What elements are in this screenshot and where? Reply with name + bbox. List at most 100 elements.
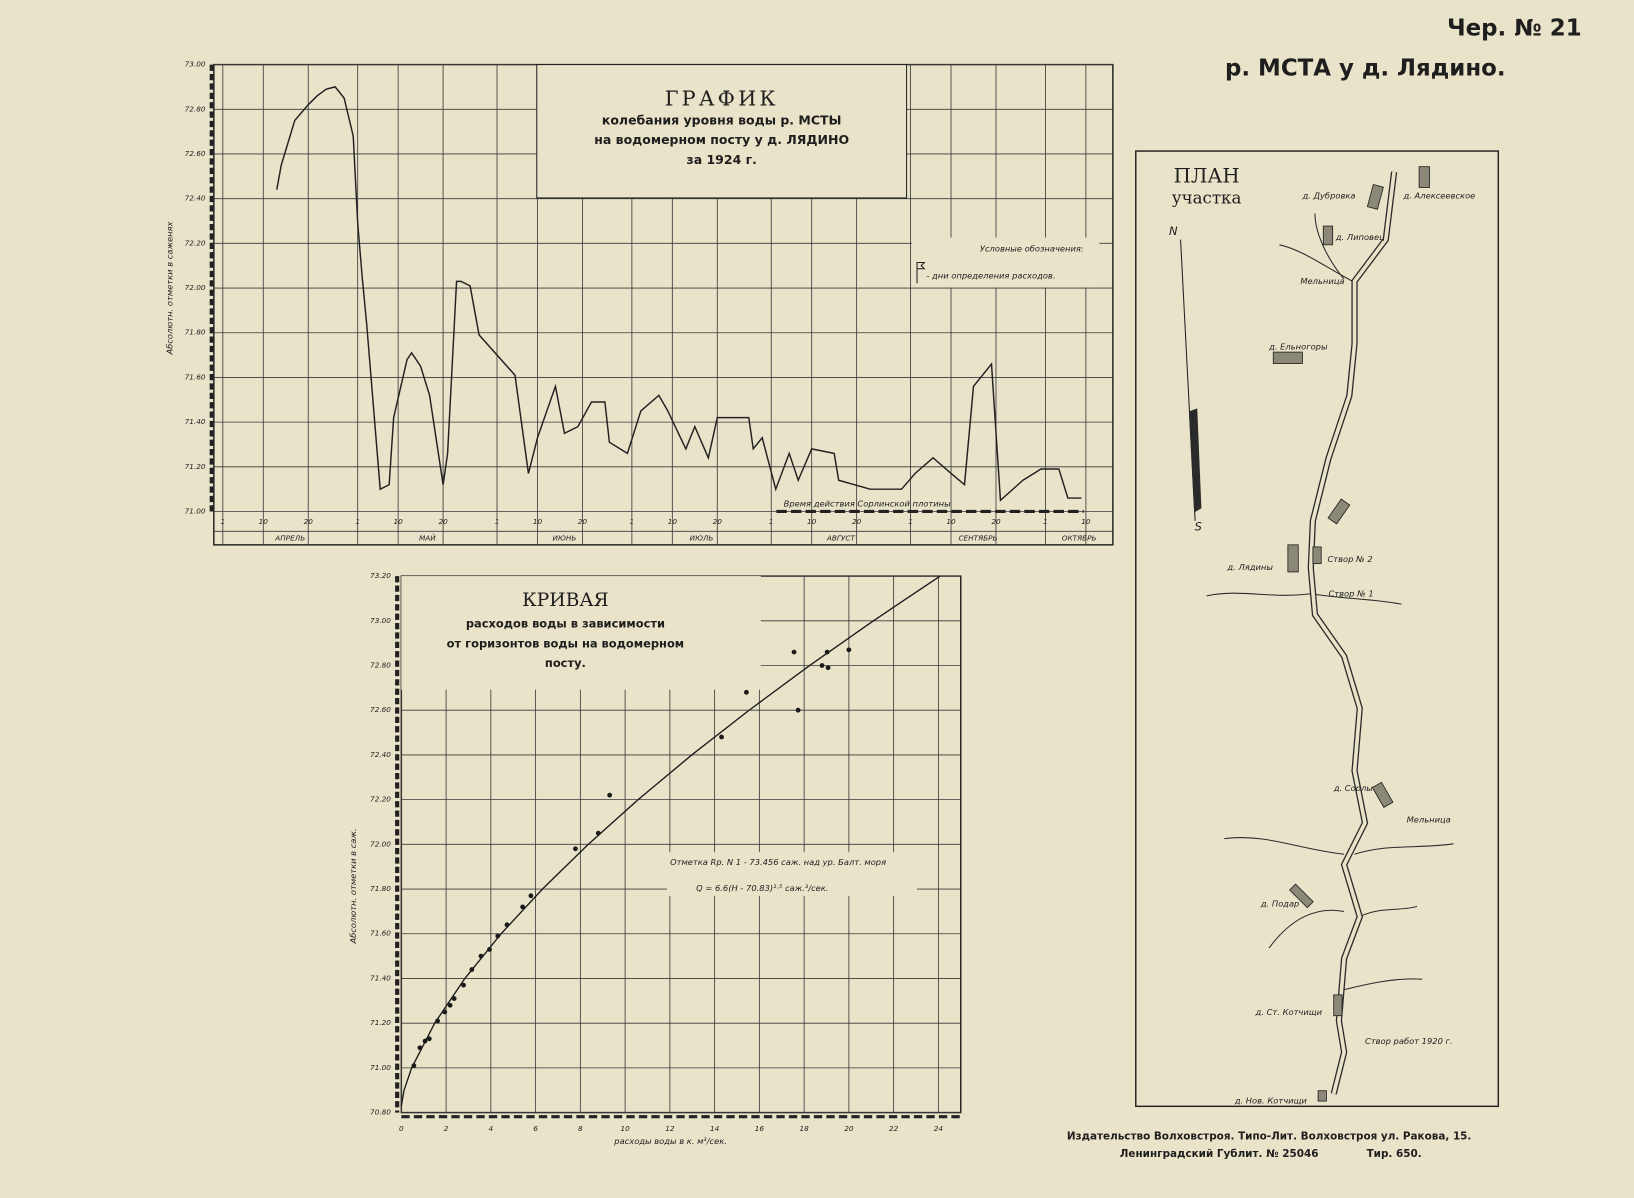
measurement-point: [426, 1036, 432, 1042]
sheet-number: Чер. № 21: [1447, 16, 1582, 42]
footer-line: Тир. 650.: [1367, 1148, 1422, 1160]
map-label: д. Ельногоры: [1268, 341, 1328, 351]
measurement-point: [743, 689, 749, 695]
y-tick-label: 71.60: [370, 929, 391, 938]
measurement-point: [791, 649, 797, 655]
title-box: [401, 576, 761, 690]
map-label: Створ № 2: [1327, 554, 1372, 564]
legend-text: - дни определения расходов.: [926, 271, 1055, 281]
y-axis-label: Абсолютн. отметки в саженях: [165, 221, 175, 355]
chart-subtitle: на водомерном посту у д. ЛЯДИНО: [594, 132, 849, 147]
y-tick-label: 71.80: [185, 328, 206, 337]
measurement-point: [469, 967, 475, 972]
measurement-point: [719, 734, 724, 740]
measurement-point: [461, 982, 466, 988]
map-frame: [1135, 150, 1500, 1108]
y-tick-label: 71.20: [370, 1018, 391, 1027]
map-label: д. Лядины: [1226, 562, 1273, 572]
chart-subtitle: за 1924 г.: [686, 152, 756, 167]
chart-subtitle: расходов воды в зависимости: [466, 617, 665, 631]
month-label: ОКТЯБРЬ: [1062, 534, 1097, 543]
chart-title: ГРАФИК: [665, 87, 779, 111]
x-tick-label: 22: [889, 1124, 899, 1133]
measurement-point: [573, 846, 578, 852]
measurement-point: [422, 1038, 428, 1044]
chart-subtitle: посту.: [545, 656, 586, 670]
measurement-point: [819, 663, 825, 668]
y-axis-label: Абсолютн. отметки в саж.: [348, 828, 358, 944]
x-tick-label: 0: [399, 1124, 404, 1133]
south-label: S: [1195, 520, 1202, 534]
map-label: Мельница: [1407, 814, 1451, 824]
x-tick-label: 12: [665, 1124, 675, 1133]
river-bed: [1308, 171, 1396, 1095]
measurement-point: [825, 665, 831, 671]
map-label: д. Нов. Котчищи: [1234, 1096, 1308, 1106]
month-label: АВГУСТ: [826, 534, 856, 543]
measurement-point: [451, 996, 457, 1001]
y-tick-label: 71.60: [185, 372, 206, 381]
x-tick-label: 4: [489, 1124, 494, 1133]
y-tick-label: 72.00: [185, 283, 206, 292]
measurement-point: [411, 1063, 417, 1069]
map-labels: д. Дубровка д. Алексеевское д. Липовец М…: [1226, 190, 1475, 1105]
map-label: д. Алексеевское: [1402, 190, 1475, 200]
measurement-point: [504, 922, 510, 928]
y-tick-label: 71.20: [185, 462, 206, 471]
map-label: Створ № 1: [1328, 588, 1373, 598]
legend-title: Условные обозначения:: [980, 243, 1084, 253]
chart-subtitle: колебания уровня воды р. МСТЫ: [602, 112, 842, 127]
map-label: д. Ст. Котчищи: [1255, 1007, 1323, 1017]
map-label: д. Подар: [1260, 899, 1300, 909]
footer-line: Издательство Волховстроя. Типо-Лит. Волх…: [1067, 1131, 1472, 1143]
y-tick-label: 72.40: [185, 194, 206, 203]
north-label: N: [1169, 224, 1178, 238]
measurement-point: [417, 1045, 423, 1051]
measurement-point: [478, 953, 484, 959]
measurement-point: [795, 707, 801, 713]
month-label: АПРЕЛЬ: [274, 534, 305, 543]
measurement-point: [520, 904, 526, 910]
footer-line: Ленинградский Гублит. № 25046: [1120, 1148, 1319, 1160]
map-label: д. Сорлы: [1333, 783, 1374, 793]
x-tick-label: 8: [578, 1124, 583, 1133]
level-line: [276, 86, 1082, 502]
measurement-point: [607, 792, 613, 798]
map-label: Мельница: [1300, 276, 1344, 286]
y-tick-label: 71.00: [185, 506, 206, 515]
site-plan: ПЛАН участка N S: [1135, 150, 1500, 1108]
chart-title: КРИВАЯ: [522, 590, 609, 611]
y-tick-label: 72.80: [370, 660, 391, 669]
x-tick-label: 6: [533, 1124, 538, 1133]
x-tick-label: 16: [755, 1124, 765, 1133]
annotation: Отметка Rp. N 1 - 73.456 саж. над ур. Ба…: [670, 857, 886, 867]
x-tick-label: 24: [934, 1124, 944, 1133]
villages: [1272, 166, 1430, 1102]
annotation: Время действия Сорлинской плотины: [784, 499, 951, 509]
measurement-point: [495, 933, 501, 939]
x-tick-label: 20: [844, 1124, 854, 1133]
y-tick-label: 71.40: [370, 973, 391, 982]
x-axis-label: расходы воды в к. м³/сек.: [613, 1136, 727, 1146]
measurement-point: [824, 649, 830, 655]
month-label: ИЮНЬ: [553, 534, 577, 543]
map-label: д. Липовец: [1335, 232, 1385, 242]
measurement-point: [442, 1009, 448, 1015]
measurement-point: [447, 1002, 453, 1008]
y-tick-label: 72.80: [185, 104, 206, 113]
month-label: ИЮЛЬ: [690, 534, 714, 543]
y-tick-label: 72.00: [370, 839, 391, 848]
measurement-point: [528, 893, 534, 899]
title-box: [536, 64, 908, 199]
x-tick-label: 2: [444, 1124, 449, 1133]
measurement-point: [595, 830, 601, 836]
map-title: ПЛАН: [1174, 165, 1240, 188]
x-tick-label: 18: [799, 1124, 809, 1133]
month-label: СЕНТЯБРЬ: [958, 534, 997, 543]
y-tick-label: 72.20: [370, 795, 391, 804]
y-tick-label: 72.40: [370, 750, 391, 759]
y-tick-label: 73.00: [185, 60, 206, 69]
river: [1307, 171, 1398, 1095]
legend-flag: [916, 261, 926, 284]
measurement-point: [846, 647, 852, 653]
